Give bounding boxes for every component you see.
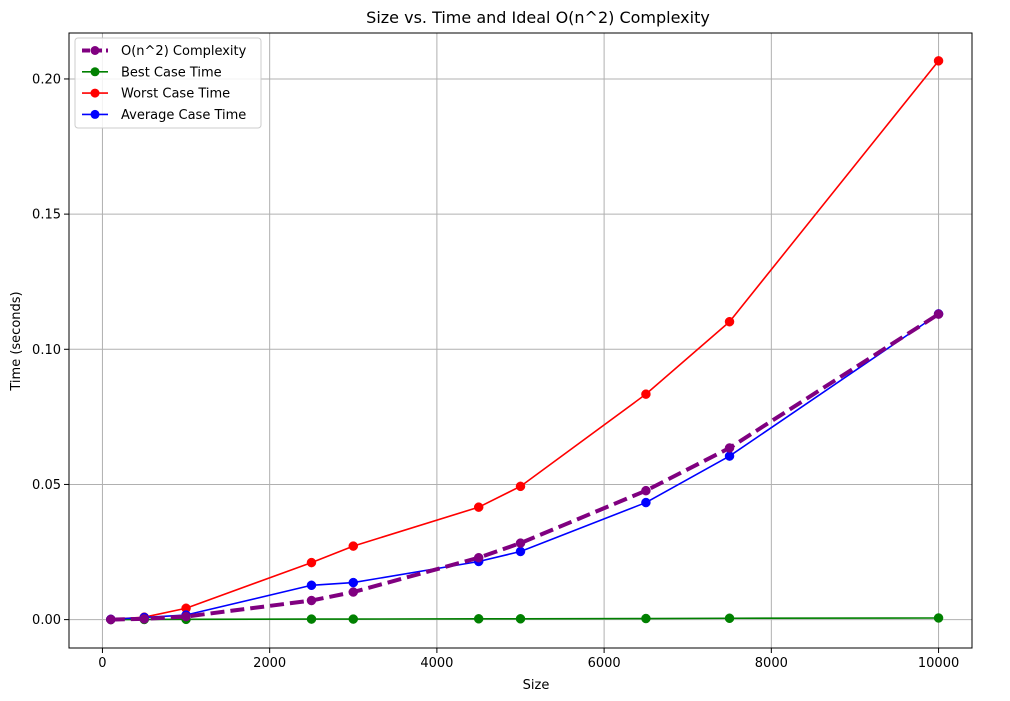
data-point-best-case-time [641,613,651,624]
data-point-worst-case-time [724,316,735,327]
data-point-o-n-2-complexity [306,595,317,606]
y-tick-label: 0.20 [32,72,61,87]
legend: O(n^2) Complexity Best Case Time Worst Cas… [74,37,262,129]
data-point-average-case-time [306,580,317,591]
data-point-average-case-time [348,577,359,588]
data-point-worst-case-time [515,481,526,492]
data-point-worst-case-time [473,502,484,512]
series-line-o-n-2-complexity [110,312,940,622]
legend-marker [90,46,100,55]
legend-marker [90,67,100,77]
data-point-average-case-time [515,546,526,557]
data-point-o-n-2-complexity [348,587,359,597]
series-line-average-case-time [110,313,940,621]
tick-layer: 0 2000 4000 6000 8000 10000 0.00 0.05 0.10 0.15 0.… [32,72,959,671]
data-point-o-n-2-complexity [724,443,735,453]
y-tick-label: 0.15 [32,208,61,223]
series-average-case-time [106,309,944,625]
x-tick-label: 8000 [755,656,788,671]
data-point-o-n-2-complexity [473,552,484,563]
legend-label: Worst Case Time [121,87,230,102]
data-point-best-case-time [724,613,735,624]
y-axis-label: Time (seconds) [9,291,24,391]
data-point-o-n-2-complexity [933,309,944,319]
legend-marker [90,88,100,98]
data-point-worst-case-time [933,56,944,66]
data-point-o-n-2-complexity [641,485,651,496]
data-point-worst-case-time [348,541,359,551]
chart-title: Size vs. Time and Ideal O(n^2) Complexit… [366,8,710,27]
legend-box [74,37,262,129]
legend-marker [90,109,100,119]
y-tick-label: 0.10 [32,343,61,358]
y-tick-label: 0.00 [32,613,61,628]
x-tick-label: 4000 [420,656,453,671]
data-point-best-case-time [515,614,526,624]
data-point-worst-case-time [641,389,651,399]
x-axis-label: Size [523,678,550,693]
data-point-best-case-time [933,613,944,623]
data-point-average-case-time [724,451,735,461]
data-point-o-n-2-complexity [181,611,191,622]
data-point-o-n-2-complexity [139,614,149,624]
x-tick-label: 10000 [918,656,959,671]
x-tick-label: 0 [98,656,106,671]
x-tick-label: 6000 [588,656,621,671]
legend-label: Best Case Time [121,65,222,80]
data-point-best-case-time [306,614,317,624]
x-tick-label: 2000 [253,656,286,671]
data-point-worst-case-time [306,557,317,568]
legend-label: O(n^2) Complexity [121,44,247,59]
data-point-o-n-2-complexity [106,614,116,625]
data-point-average-case-time [641,497,651,508]
series-worst-case-time [106,56,944,625]
legend-label: Average Case Time [121,108,246,123]
series-o-n-2-complexity [106,309,944,625]
plot-frame [68,32,973,649]
y-tick-label: 0.05 [32,478,61,493]
data-point-o-n-2-complexity [515,538,526,548]
series-layer [106,56,944,625]
data-point-best-case-time [473,614,484,624]
series-best-case-time [106,613,944,625]
series-line-best-case-time [110,617,939,621]
data-point-best-case-time [348,614,359,624]
series-line-worst-case-time [110,60,940,621]
